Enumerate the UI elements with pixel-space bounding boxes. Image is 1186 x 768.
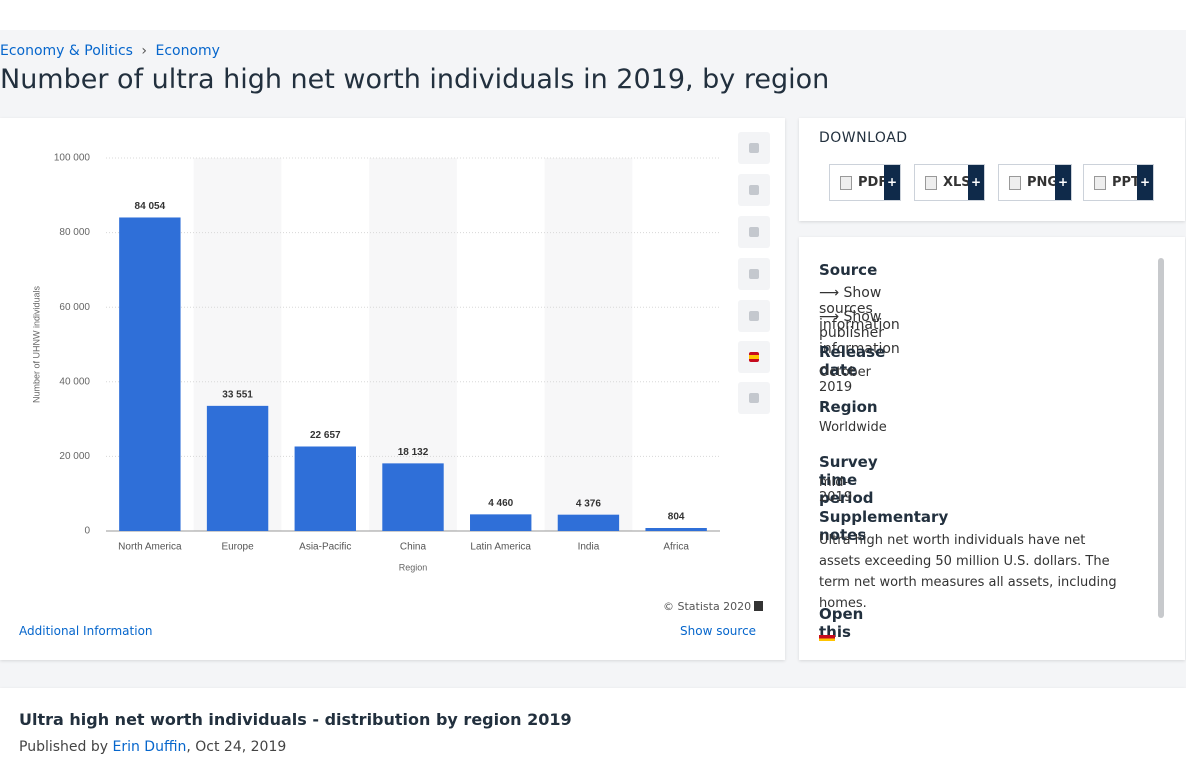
- bar: [470, 514, 532, 531]
- value-label: 22 657: [310, 430, 341, 441]
- alert-button[interactable]: [738, 174, 770, 206]
- chart: 0 20 000 40 000 60 000 80 000 100 000 Number o…: [31, 153, 720, 572]
- y-tick-label: 60 000: [59, 302, 90, 313]
- language-button[interactable]: [738, 341, 770, 373]
- file-icon: [1094, 176, 1106, 190]
- details-panel: [799, 237, 1185, 660]
- bar: [557, 514, 620, 531]
- file-icon: [925, 176, 937, 190]
- plus[interactable]: +: [968, 165, 984, 200]
- file-icon: [840, 176, 852, 190]
- published-by: Published by: [19, 739, 109, 755]
- crumb[interactable]: Economy: [155, 43, 220, 59]
- region-title: Region: [819, 398, 878, 416]
- show-source[interactable]: Show source: [680, 624, 757, 638]
- breadcrumb: Economy & Politics › Economy: [0, 43, 220, 59]
- share-button[interactable]: [738, 258, 770, 290]
- x-axis-label: Region: [399, 562, 428, 572]
- author[interactable]: Erin Duffin: [112, 739, 187, 755]
- format[interactable]: XLS: [943, 175, 971, 190]
- download-button[interactable]: XLS +: [914, 164, 985, 201]
- y-tick-label: 20 000: [59, 451, 90, 462]
- release-value: October 2019: [819, 365, 872, 395]
- article-title: Ultra high net worth individuals - distr…: [19, 710, 572, 729]
- x-tick-label: Asia-Pacific: [299, 542, 351, 553]
- download-button[interactable]: PDF +: [829, 164, 901, 201]
- additional-info[interactable]: Additional Information: [19, 624, 153, 638]
- download-button[interactable]: PPT +: [1083, 164, 1154, 201]
- y-axis-label: Number of UHNW individuals: [31, 285, 41, 403]
- band-background: [544, 158, 633, 531]
- bar: [294, 446, 356, 531]
- y-tick-label: 40 000: [59, 376, 90, 387]
- region-value: Worldwide: [819, 420, 887, 435]
- report-flag[interactable]: [754, 601, 763, 611]
- x-tick-label: India: [578, 542, 600, 553]
- x-tick-label: Latin America: [470, 542, 531, 553]
- value-label: 33 551: [222, 389, 253, 400]
- cite-button[interactable]: [738, 300, 770, 332]
- survey-value: mid-2019: [819, 475, 853, 505]
- plus[interactable]: +: [1055, 165, 1071, 200]
- link-text[interactable]: Show sources information: [819, 285, 900, 333]
- y-tick-label: 80 000: [59, 227, 90, 238]
- plus[interactable]: +: [884, 165, 900, 200]
- bar: [382, 463, 444, 531]
- details-content: Source ⟶ Show sources information ⟶ Show…: [799, 237, 1185, 641]
- survey-title: Survey time period: [819, 453, 878, 507]
- byline: Published by Erin Duffin, Oct 24, 2019: [19, 739, 286, 755]
- bar: [206, 405, 269, 531]
- article-panel: [0, 688, 1186, 768]
- scrollbar[interactable]: [1158, 258, 1164, 618]
- open-language[interactable]: Spanish: [819, 634, 874, 641]
- format[interactable]: PNG: [1027, 175, 1059, 190]
- format[interactable]: PDF: [858, 175, 888, 190]
- value-label: 804: [668, 512, 685, 523]
- source-link[interactable]: ⟶ Show sources information: [819, 285, 900, 333]
- print-button[interactable]: [738, 382, 770, 414]
- date: , Oct 24, 2019: [186, 739, 287, 755]
- x-tick-label: Europe: [221, 542, 254, 553]
- notes-title: Supplementary notes: [819, 508, 949, 544]
- link-text[interactable]: Show publisher information: [819, 309, 900, 357]
- publisher-link[interactable]: ⟶ Show publisher information: [819, 309, 900, 357]
- value-label: 18 132: [398, 447, 429, 458]
- settings-button[interactable]: [738, 216, 770, 248]
- y-tick-label: 0: [84, 526, 90, 537]
- crumb[interactable]: Economy & Politics: [0, 43, 133, 59]
- format[interactable]: PPT: [1112, 175, 1140, 190]
- download-button[interactable]: PNG +: [998, 164, 1072, 201]
- notes-value: Ultra high net worth individuals have ne…: [819, 533, 1117, 611]
- bar: [119, 217, 181, 531]
- page-title: Number of ultra high net worth individua…: [0, 64, 830, 95]
- x-tick-label: North America: [118, 542, 182, 553]
- file-icon: [1009, 176, 1021, 190]
- release-title: Release date: [819, 343, 886, 379]
- bar: [645, 528, 707, 531]
- y-tick-label: 100 000: [54, 153, 91, 164]
- download-title: DOWNLOAD: [819, 130, 908, 146]
- favorite-button[interactable]: [738, 132, 770, 164]
- value-label: 4 376: [576, 498, 601, 509]
- crumb-separator: ›: [141, 43, 148, 59]
- top-bar: [0, 0, 1186, 30]
- plus[interactable]: +: [1137, 165, 1153, 200]
- source-title: Source: [819, 261, 878, 279]
- value-label: 84 054: [135, 201, 166, 212]
- x-tick-label: Africa: [663, 542, 689, 553]
- x-tick-label: China: [400, 542, 427, 553]
- credit: © Statista 2020: [663, 600, 752, 613]
- value-label: 4 460: [488, 498, 513, 509]
